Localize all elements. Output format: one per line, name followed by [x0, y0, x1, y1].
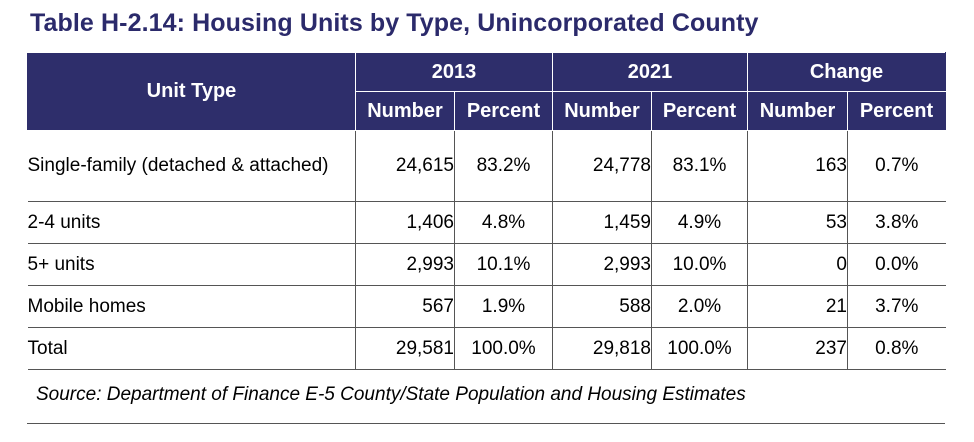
cell-2013-number: 2,993 — [355, 243, 455, 286]
cell-2013-percent: 4.8% — [454, 201, 553, 244]
cell-2021-number: 24,778 — [552, 130, 652, 202]
row-label: Single-family (detached & attached) — [27, 130, 356, 202]
cell-change-percent: 0.0% — [847, 243, 946, 286]
cell-2021-percent: 83.1% — [651, 130, 748, 202]
header-2021-percent: Percent — [651, 91, 748, 131]
header-2013-number: Number — [355, 91, 455, 131]
row-label: Mobile homes — [27, 285, 356, 328]
cell-2021-percent: 2.0% — [651, 285, 748, 328]
header-change-percent: Percent — [847, 91, 946, 131]
cell-2013-number: 567 — [355, 285, 455, 328]
cell-change-percent: 0.8% — [847, 327, 946, 370]
cell-change-number: 0 — [747, 243, 848, 286]
cell-2013-percent: 83.2% — [454, 130, 553, 202]
table-row: 5+ units 2,993 10.1% 2,993 10.0% 0 0.0% — [27, 243, 946, 286]
cell-2021-percent: 4.9% — [651, 201, 748, 244]
cell-2013-percent: 1.9% — [454, 285, 553, 328]
cell-change-percent: 3.8% — [847, 201, 946, 244]
cell-2013-percent: 100.0% — [454, 327, 553, 370]
cell-change-number: 163 — [747, 130, 848, 202]
table-title: Table H-2.14: Housing Units by Type, Uni… — [30, 9, 759, 37]
table-row: Single-family (detached & attached) 24,6… — [27, 130, 946, 202]
row-label: 2-4 units — [27, 201, 356, 244]
header-2021-number: Number — [552, 91, 652, 131]
header-2013-percent: Percent — [454, 91, 553, 131]
cell-2021-number: 1,459 — [552, 201, 652, 244]
cell-change-number: 21 — [747, 285, 848, 328]
cell-2021-percent: 10.0% — [651, 243, 748, 286]
table-row: 2-4 units 1,406 4.8% 1,459 4.9% 53 3.8% — [27, 201, 946, 244]
row-label: 5+ units — [27, 243, 356, 286]
header-change-number: Number — [747, 91, 848, 131]
cell-change-number: 53 — [747, 201, 848, 244]
header-year-2021: 2021 — [552, 52, 748, 92]
cell-2013-number: 24,615 — [355, 130, 455, 202]
cell-2021-number: 2,993 — [552, 243, 652, 286]
header-year-2013: 2013 — [355, 52, 553, 92]
cell-2021-number: 588 — [552, 285, 652, 328]
cell-2021-percent: 100.0% — [651, 327, 748, 370]
header-unit-type: Unit Type — [27, 52, 356, 131]
source-note: Source: Department of Finance E-5 County… — [36, 384, 746, 405]
cell-2013-percent: 10.1% — [454, 243, 553, 286]
cell-change-number: 237 — [747, 327, 848, 370]
row-label: Total — [27, 327, 356, 370]
housing-units-table: Unit Type 2013 2021 Change Number Percen… — [27, 52, 946, 370]
header-change: Change — [747, 52, 946, 92]
bottom-divider — [27, 423, 945, 424]
cell-change-percent: 3.7% — [847, 285, 946, 328]
table-row: Total 29,581 100.0% 29,818 100.0% 237 0.… — [27, 327, 946, 370]
table-row: Mobile homes 567 1.9% 588 2.0% 21 3.7% — [27, 285, 946, 328]
cell-2021-number: 29,818 — [552, 327, 652, 370]
cell-2013-number: 1,406 — [355, 201, 455, 244]
cell-2013-number: 29,581 — [355, 327, 455, 370]
cell-change-percent: 0.7% — [847, 130, 946, 202]
